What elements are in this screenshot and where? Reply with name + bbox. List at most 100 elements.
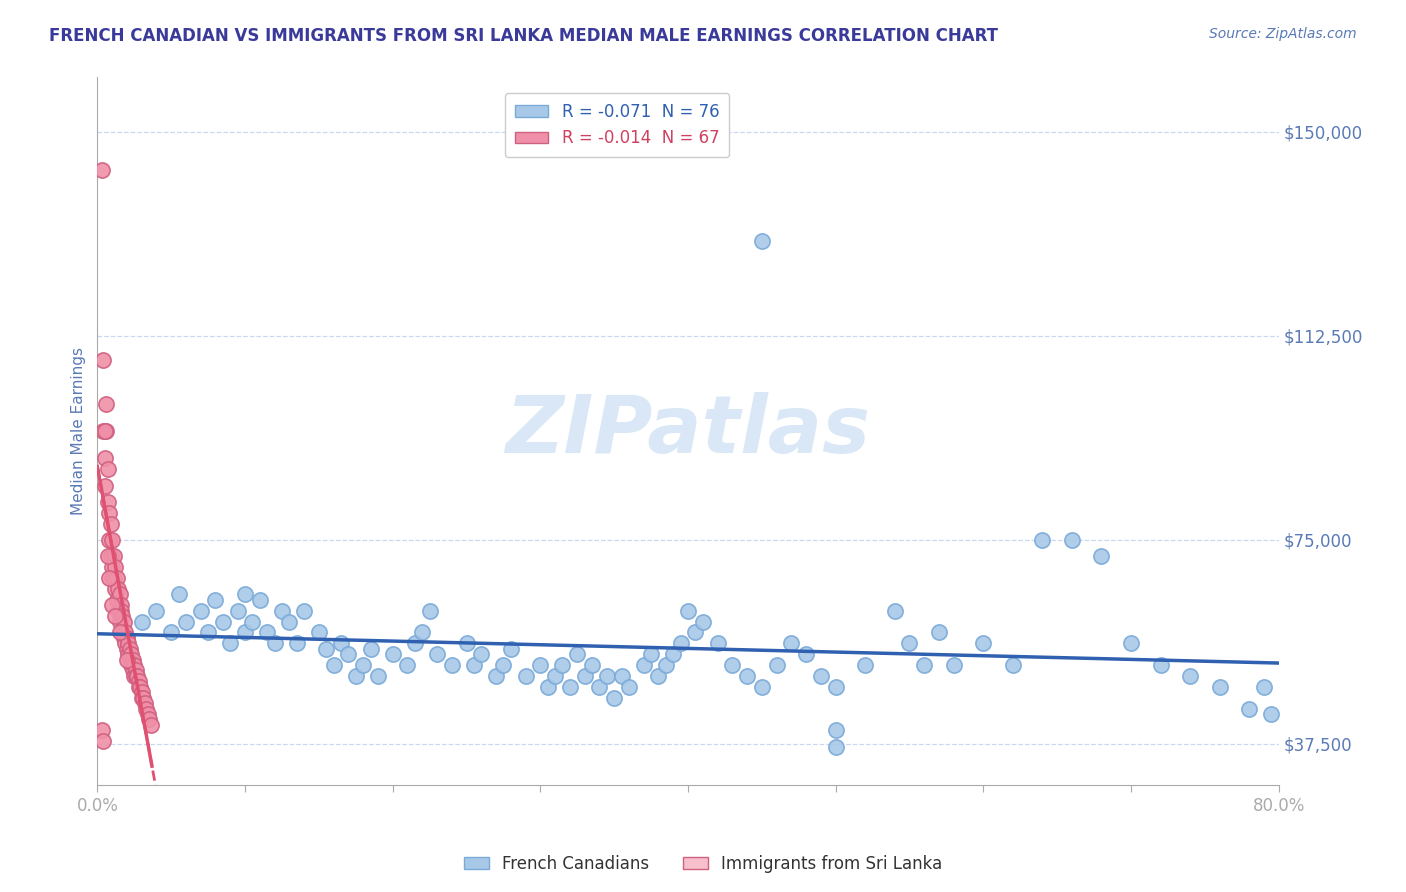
Point — [127, 669, 149, 683]
Point — [256, 625, 278, 640]
Point — [174, 615, 197, 629]
Point — [114, 625, 136, 640]
Point — [114, 636, 136, 650]
Point — [103, 571, 125, 585]
Point — [104, 609, 127, 624]
Point — [131, 690, 153, 705]
Point — [824, 739, 846, 754]
Point — [1001, 658, 1024, 673]
Point — [212, 615, 235, 629]
Point — [108, 587, 131, 601]
Point — [108, 625, 131, 640]
Point — [551, 658, 574, 673]
Point — [1178, 669, 1201, 683]
Point — [824, 680, 846, 694]
Point — [96, 424, 118, 438]
Point — [139, 718, 162, 732]
Point — [136, 706, 159, 721]
Point — [117, 647, 139, 661]
Point — [125, 664, 148, 678]
Point — [655, 658, 678, 673]
Point — [381, 647, 404, 661]
Point — [145, 604, 167, 618]
Point — [98, 506, 121, 520]
Text: FRENCH CANADIAN VS IMMIGRANTS FROM SRI LANKA MEDIAN MALE EARNINGS CORRELATION CH: FRENCH CANADIAN VS IMMIGRANTS FROM SRI L… — [49, 27, 998, 45]
Point — [134, 696, 156, 710]
Point — [226, 604, 249, 618]
Point — [90, 163, 112, 178]
Text: Source: ZipAtlas.com: Source: ZipAtlas.com — [1209, 27, 1357, 41]
Point — [426, 647, 449, 661]
Point — [419, 604, 441, 618]
Point — [883, 604, 905, 618]
Point — [780, 636, 803, 650]
Point — [110, 604, 132, 618]
Point — [824, 723, 846, 738]
Point — [91, 424, 114, 438]
Point — [190, 604, 212, 618]
Point — [1208, 680, 1230, 694]
Point — [352, 658, 374, 673]
Point — [121, 652, 143, 666]
Point — [100, 516, 122, 531]
Point — [751, 234, 773, 248]
Point — [1149, 658, 1171, 673]
Point — [90, 723, 112, 738]
Point — [115, 652, 138, 666]
Point — [112, 631, 135, 645]
Point — [1090, 549, 1112, 564]
Point — [131, 685, 153, 699]
Point — [93, 424, 115, 438]
Point — [128, 674, 150, 689]
Point — [581, 658, 603, 673]
Point — [219, 636, 242, 650]
Point — [692, 615, 714, 629]
Point — [567, 647, 589, 661]
Point — [308, 625, 330, 640]
Point — [315, 641, 337, 656]
Point — [271, 604, 294, 618]
Point — [330, 636, 353, 650]
Point — [1253, 680, 1275, 694]
Point — [735, 669, 758, 683]
Point — [160, 625, 183, 640]
Point — [112, 615, 135, 629]
Point — [204, 592, 226, 607]
Point — [96, 397, 118, 411]
Point — [100, 549, 122, 564]
Point — [1237, 701, 1260, 715]
Point — [93, 451, 115, 466]
Point — [131, 615, 153, 629]
Point — [706, 636, 728, 650]
Point — [492, 658, 515, 673]
Point — [91, 353, 114, 368]
Point — [285, 636, 308, 650]
Point — [122, 669, 145, 683]
Point — [463, 658, 485, 673]
Point — [110, 598, 132, 612]
Y-axis label: Median Male Earnings: Median Male Earnings — [72, 347, 86, 515]
Point — [633, 658, 655, 673]
Point — [942, 658, 965, 673]
Point — [669, 636, 692, 650]
Point — [898, 636, 921, 650]
Point — [125, 669, 148, 683]
Point — [529, 658, 551, 673]
Point — [515, 669, 537, 683]
Point — [117, 636, 139, 650]
Point — [558, 680, 581, 694]
Point — [97, 495, 120, 509]
Point — [1260, 706, 1282, 721]
Point — [853, 658, 876, 673]
Point — [101, 533, 124, 547]
Point — [122, 658, 145, 673]
Point — [972, 636, 994, 650]
Point — [242, 615, 264, 629]
Point — [292, 604, 315, 618]
Point — [322, 658, 344, 673]
Point — [928, 625, 950, 640]
Point — [138, 713, 160, 727]
Point — [118, 641, 141, 656]
Point — [233, 625, 256, 640]
Text: ZIPatlas: ZIPatlas — [506, 392, 870, 470]
